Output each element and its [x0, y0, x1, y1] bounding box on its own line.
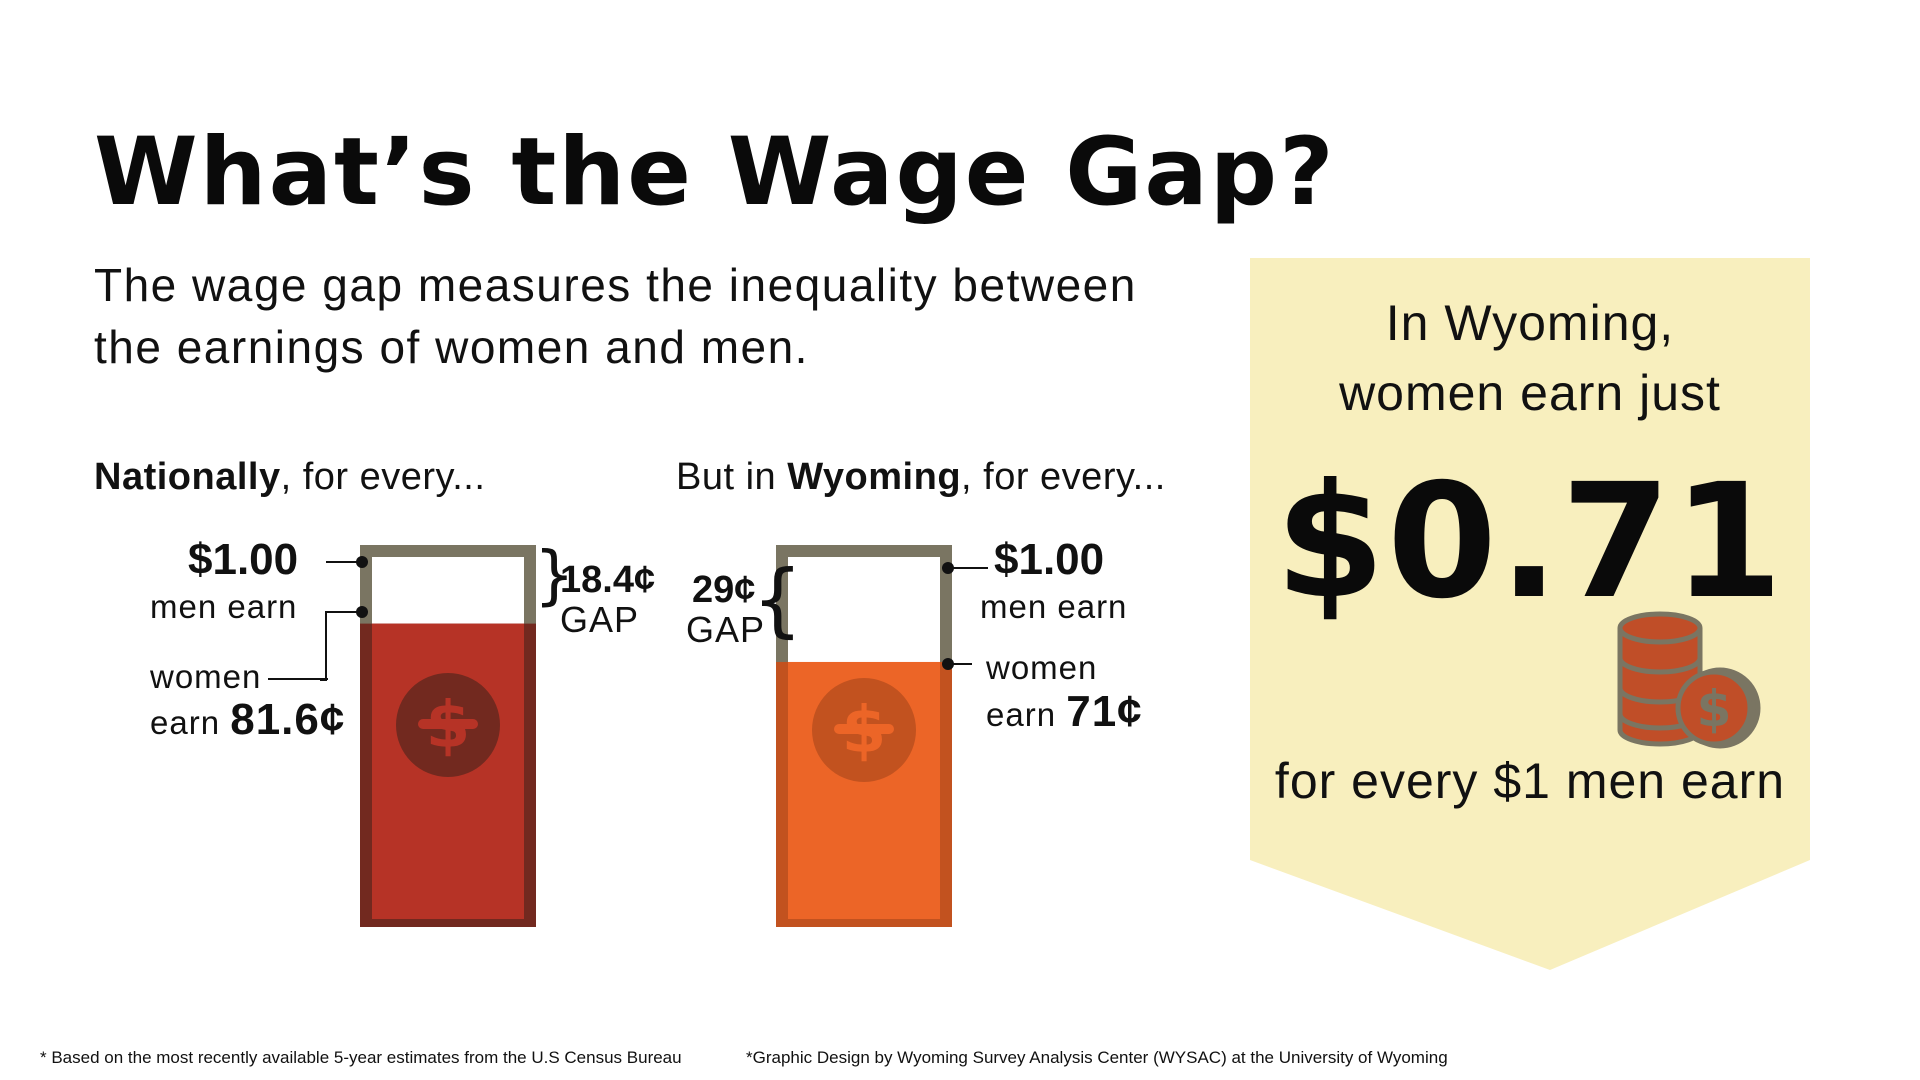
dollar-coin-icon: $ [396, 673, 500, 777]
wyoming-bar-chart: $ [776, 545, 952, 927]
national-connectors [320, 556, 368, 681]
dollar-coin-icon: $ [812, 678, 916, 782]
wyoming-heading: But in Wyoming, for every... [676, 456, 1166, 499]
banner-line3: for every $1 men earn [1274, 753, 1786, 809]
national-gap-amount: 18.4¢ [560, 559, 656, 601]
coin-stack-icon: $ [1617, 611, 1761, 749]
wyoming-gap-brace: { [752, 553, 803, 646]
national-heading: Nationally, for every... [94, 456, 485, 499]
banner-line2: women earn just [1339, 365, 1721, 421]
wyoming-women-earn: earn 71¢ [986, 690, 1143, 735]
national-men-amount: $1.00 [188, 535, 299, 584]
national-earn-word: earn [150, 704, 221, 741]
wyoming-heading-rest: , for every... [961, 456, 1166, 498]
wyoming-heading-pre: But in [676, 456, 788, 498]
wyoming-gap-label: GAP [686, 609, 766, 650]
national-women-label: women [150, 658, 262, 695]
page-subtitle: The wage gap measures the inequality bet… [94, 259, 1137, 373]
wyoming-connectors [942, 562, 988, 670]
page-title: What’s the Wage Gap? [94, 118, 1336, 227]
wyoming-earn-word: earn [986, 696, 1057, 733]
wyoming-heading-bold: Wyoming [787, 456, 962, 498]
wyoming-men-amount: $1.00 [994, 535, 1105, 584]
footnote-census: * Based on the most recently available 5… [40, 1048, 682, 1067]
banner-value: $0.71 [1275, 450, 1785, 634]
national-gap-brace: } [534, 539, 575, 613]
wyoming-women-label: women [986, 649, 1098, 686]
wyoming-men-label: men earn [980, 588, 1128, 625]
national-heading-bold: Nationally [94, 456, 281, 498]
national-women-line [268, 678, 328, 680]
wyoming-banner [1250, 258, 1810, 970]
wyoming-gap-amount: 29¢ [692, 569, 756, 611]
national-women-earn: earn 81.6¢ [150, 698, 345, 743]
national-heading-rest: , for every... [280, 456, 486, 498]
footnote-design: *Graphic Design by Wyoming Survey Analys… [746, 1048, 1448, 1067]
national-men-label: men earn [150, 588, 298, 625]
national-gap-label: GAP [560, 599, 640, 640]
national-women-amount: 81.6¢ [230, 695, 346, 744]
national-bar-chart: $ [360, 545, 536, 927]
wyoming-women-amount: 71¢ [1066, 687, 1143, 736]
svg-text:$: $ [1697, 680, 1732, 738]
banner-line1: In Wyoming, [1385, 295, 1675, 351]
